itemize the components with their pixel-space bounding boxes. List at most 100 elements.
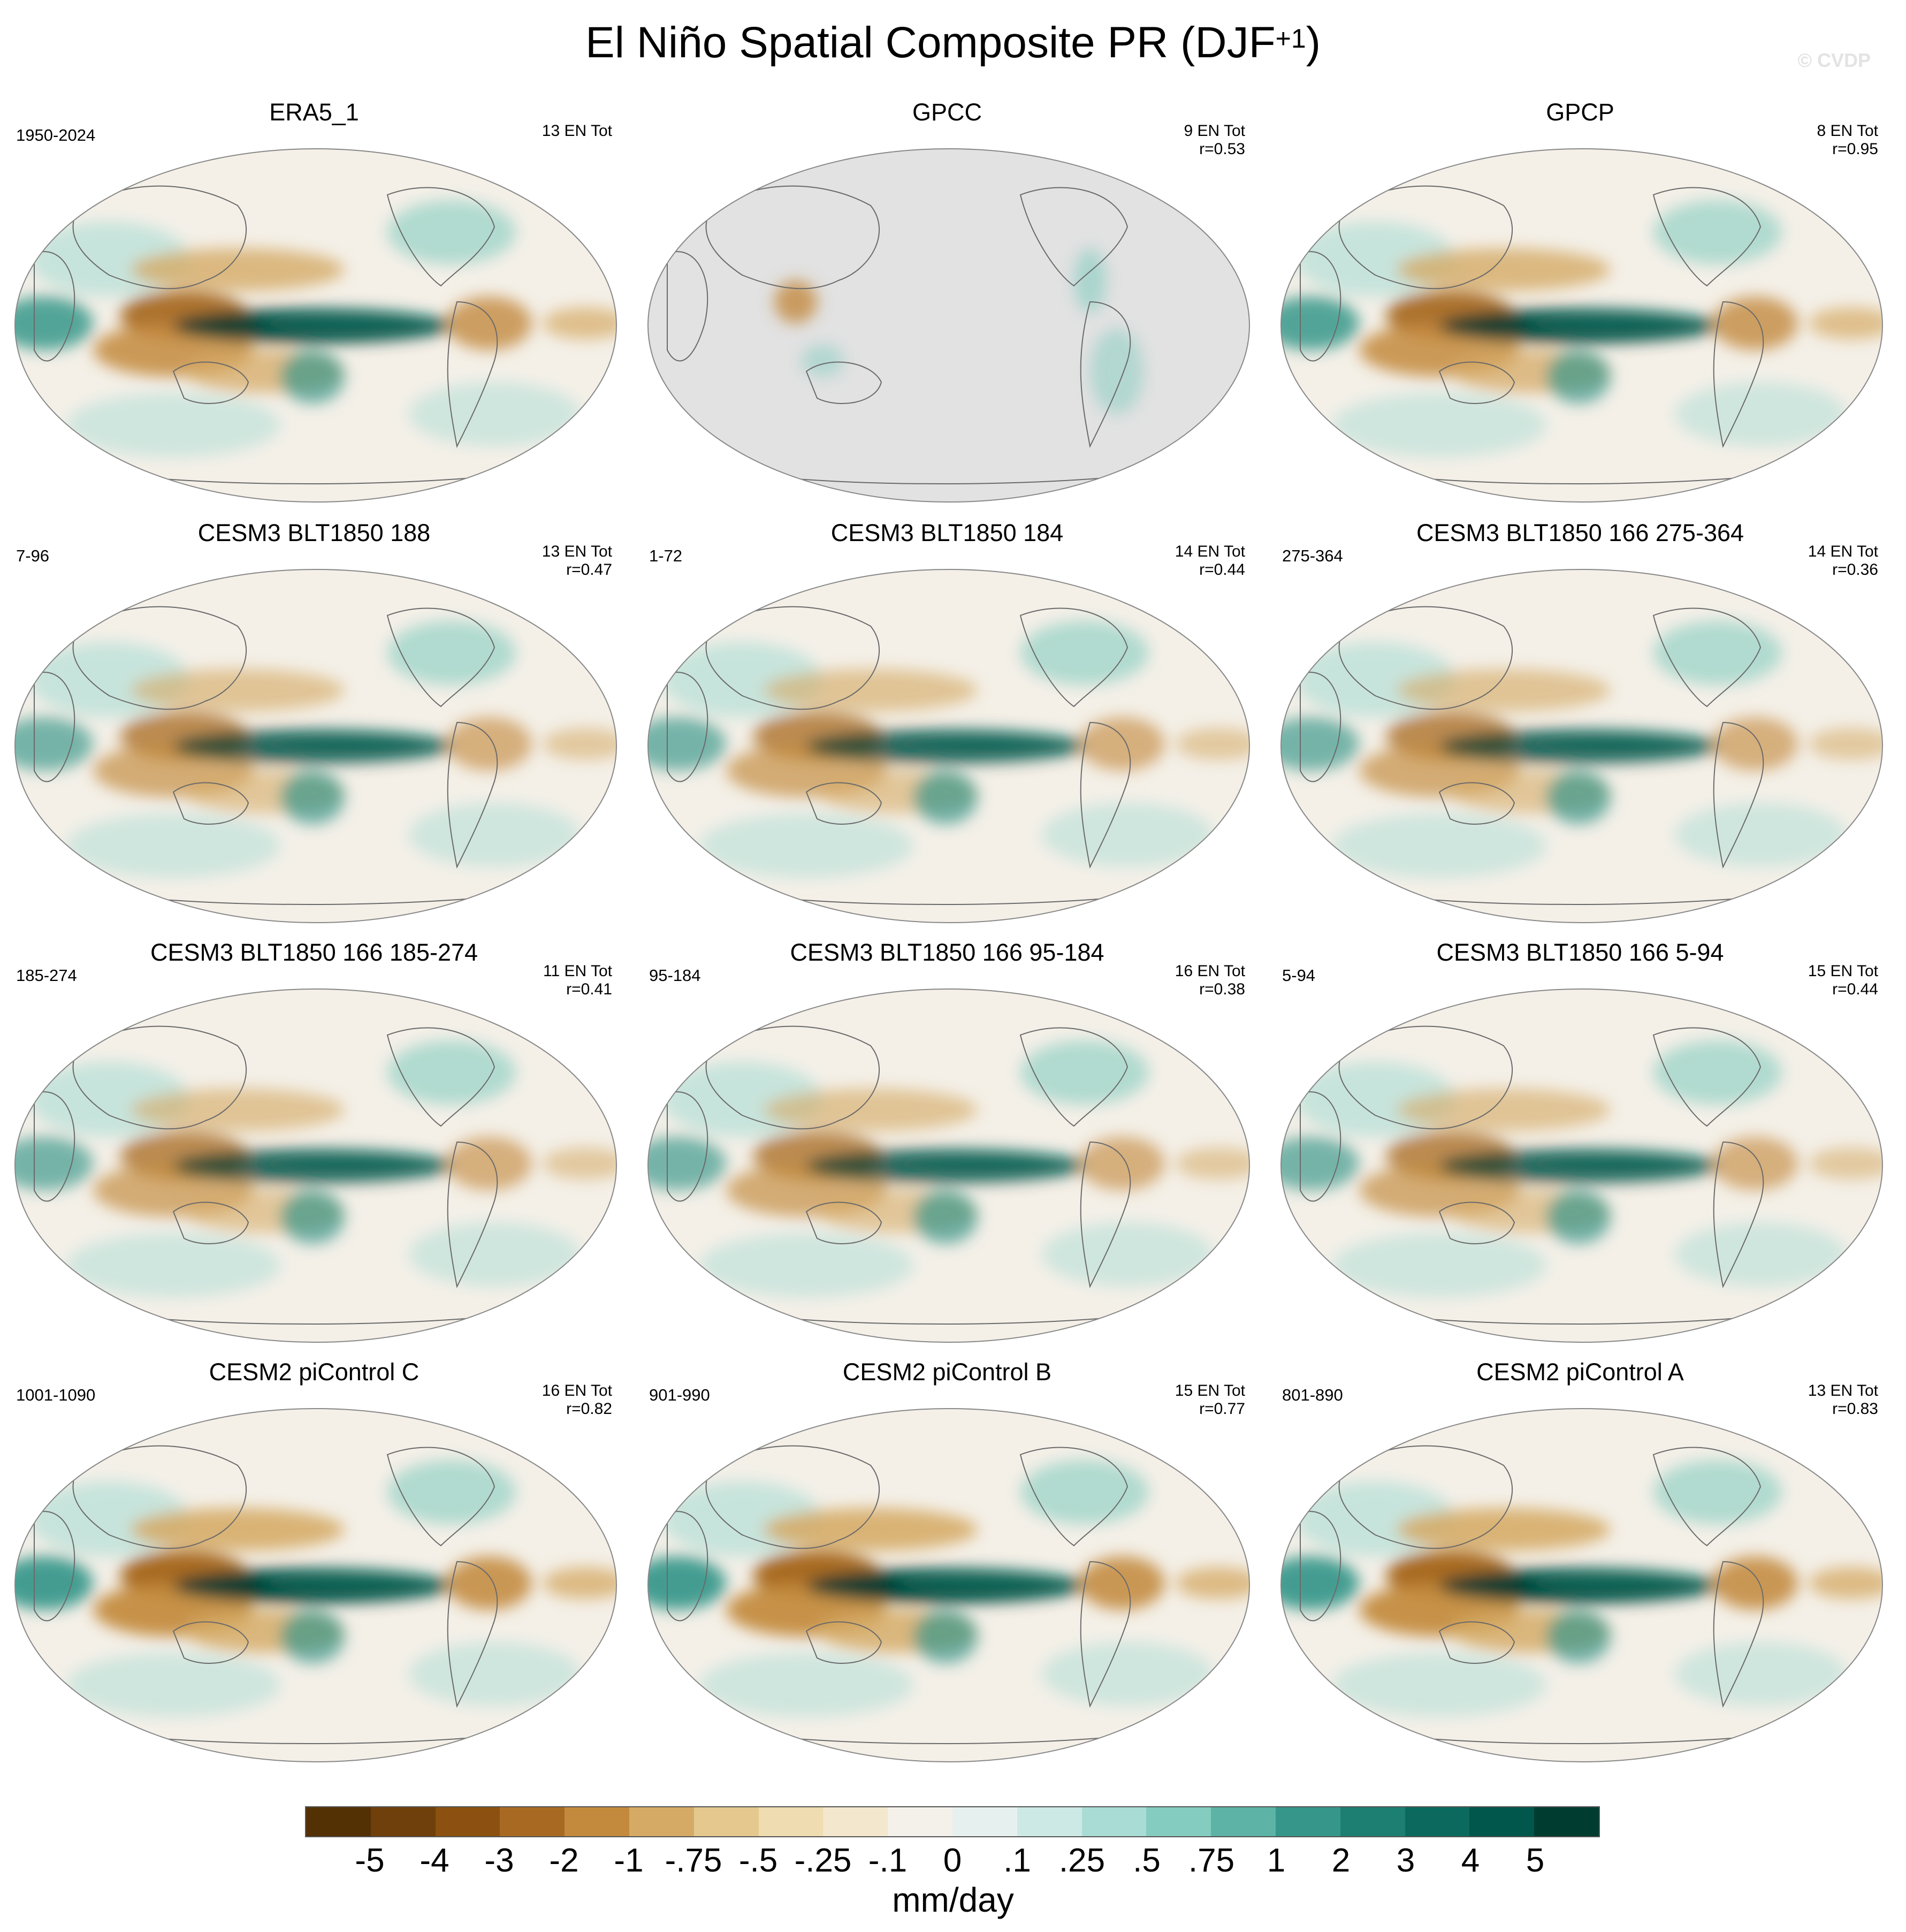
wet-anomaly (1653, 621, 1782, 685)
panel-event-count: 15 EN Tot (1808, 962, 1878, 980)
north-america-coastline (1019, 1447, 1129, 1547)
map-field (15, 569, 616, 923)
anomaly-field (15, 621, 616, 878)
wet-anomaly (1675, 1642, 1846, 1706)
panel-correlation: r=0.95 (1832, 140, 1878, 158)
panel-event-count: 8 EN Tot (1817, 122, 1878, 140)
panel-title: CESM3 BLT1850 166 5-94 (1436, 939, 1724, 966)
anomaly-field (648, 1040, 1249, 1297)
anomaly-field (1281, 1460, 1882, 1717)
panel-event-count: 14 EN Tot (1808, 543, 1878, 560)
panel-correlation: r=0.77 (1199, 1400, 1245, 1418)
wet-anomaly (259, 313, 452, 334)
australia-coastline (172, 1621, 249, 1664)
wet-anomaly (699, 813, 913, 878)
panel-period: 1-72 (649, 546, 683, 565)
panel-period: 7-96 (16, 546, 50, 565)
wet-anomaly (66, 1233, 280, 1297)
anomaly-field (15, 1040, 616, 1297)
robinson-map (1280, 569, 1883, 923)
africa-coastline (667, 1091, 708, 1202)
title-text: El Niño Spatial Composite PR (DJF (585, 18, 1276, 67)
wet-anomaly (387, 200, 516, 264)
map-border (647, 1408, 1250, 1762)
wet-anomaly (1042, 1222, 1213, 1287)
map-panel: CESM3 BLT1850 184 1-72 14 EN Tot r=0.44 (639, 518, 1255, 925)
panel-title: CESM2 piControl A (1476, 1358, 1684, 1386)
panel-correlation: r=0.36 (1832, 561, 1878, 579)
south-america-coastline (447, 1561, 498, 1708)
wet-anomaly (1675, 382, 1846, 446)
australia-coastline (1438, 1201, 1515, 1244)
asia-coastline (705, 606, 880, 710)
anomaly-field (1281, 200, 1882, 457)
dry-anomaly (1809, 728, 1882, 760)
panel-period: 901-990 (649, 1386, 710, 1404)
panel-correlation: r=0.53 (1199, 140, 1245, 158)
wet-anomaly (66, 813, 280, 878)
dry-anomaly (1176, 728, 1249, 760)
australia-coastline (172, 1201, 249, 1244)
robinson-map (14, 569, 617, 923)
map-panel: GPCP 8 EN Tot r=0.95 (1272, 97, 1888, 504)
robinson-map (647, 1408, 1250, 1762)
panel-title: GPCC (912, 98, 982, 126)
panel-event-count: 11 EN Tot (543, 962, 612, 980)
wet-anomaly (15, 717, 93, 771)
north-america-coastline (1652, 607, 1762, 708)
anomaly-field (648, 1460, 1249, 1717)
map-panel: CESM2 piControl C 1001-1090 16 EN Tot r=0.8… (6, 1357, 622, 1764)
wet-anomaly (1332, 1653, 1546, 1717)
australia-coastline (1438, 782, 1515, 825)
wet-anomaly (1332, 393, 1546, 457)
wet-anomaly (1675, 803, 1846, 867)
wet-anomaly (1042, 1642, 1213, 1706)
wet-anomaly (259, 1153, 452, 1174)
map-field (648, 1409, 1249, 1762)
australia-coastline (172, 361, 249, 404)
south-america-coastline (1080, 1561, 1131, 1708)
map-border (14, 569, 617, 923)
map-panel: CESM3 BLT1850 188 7-96 13 EN Tot r=0.47 (6, 518, 622, 925)
wet-anomaly (1675, 1222, 1846, 1287)
south-america-coastline (1080, 721, 1131, 869)
colorbar-tick-label: 4 (1461, 1842, 1480, 1879)
colorbar-tick-label: -2 (549, 1842, 579, 1879)
panel-title: CESM2 piControl B (842, 1358, 1052, 1386)
dry-anomaly (446, 1556, 532, 1610)
wet-anomaly (409, 1642, 580, 1706)
africa-coastline (34, 251, 75, 362)
colorbar-tick-label: .25 (1058, 1842, 1106, 1879)
robinson-map (14, 988, 617, 1343)
dry-anomaly (1712, 1556, 1798, 1610)
colorbar-segment (629, 1807, 694, 1836)
asia-coastline (1338, 185, 1513, 290)
map-field (648, 569, 1249, 923)
africa-coastline (1300, 672, 1341, 782)
south-america-coastline (1080, 1141, 1131, 1289)
panel-correlation: r=0.44 (1199, 561, 1245, 579)
wet-anomaly (648, 717, 726, 771)
panel-title: CESM3 BLT1850 166 185-274 (150, 939, 478, 966)
colorbar-tick-label: 1 (1267, 1842, 1286, 1879)
panel-title: CESM3 BLT1850 166 275-364 (1416, 519, 1744, 546)
wet-anomaly (1281, 296, 1359, 350)
wet-anomaly (648, 1556, 726, 1610)
panel-event-count: 14 EN Tot (1175, 543, 1245, 560)
australia-coastline (172, 782, 249, 825)
dry-anomaly (1079, 1137, 1165, 1190)
dry-anomaly (1809, 307, 1882, 339)
dry-anomaly (1079, 1556, 1165, 1610)
map-panel: CESM3 BLT1850 166 185-274 185-274 11 EN To… (6, 938, 622, 1344)
australia-coastline (1438, 1621, 1515, 1664)
south-america-coastline (1713, 301, 1764, 448)
wet-anomaly (409, 1222, 580, 1287)
wet-anomaly (892, 1153, 1085, 1174)
wet-anomaly (1653, 1460, 1782, 1524)
figure-title: El Niño Spatial Composite PR (DJF+1) (0, 16, 1906, 70)
colorbar-segment (565, 1807, 629, 1836)
anomaly-field (15, 200, 616, 457)
colorbar-segment (888, 1807, 952, 1836)
north-america-coastline (1652, 187, 1762, 287)
wet-anomaly (699, 1653, 913, 1717)
